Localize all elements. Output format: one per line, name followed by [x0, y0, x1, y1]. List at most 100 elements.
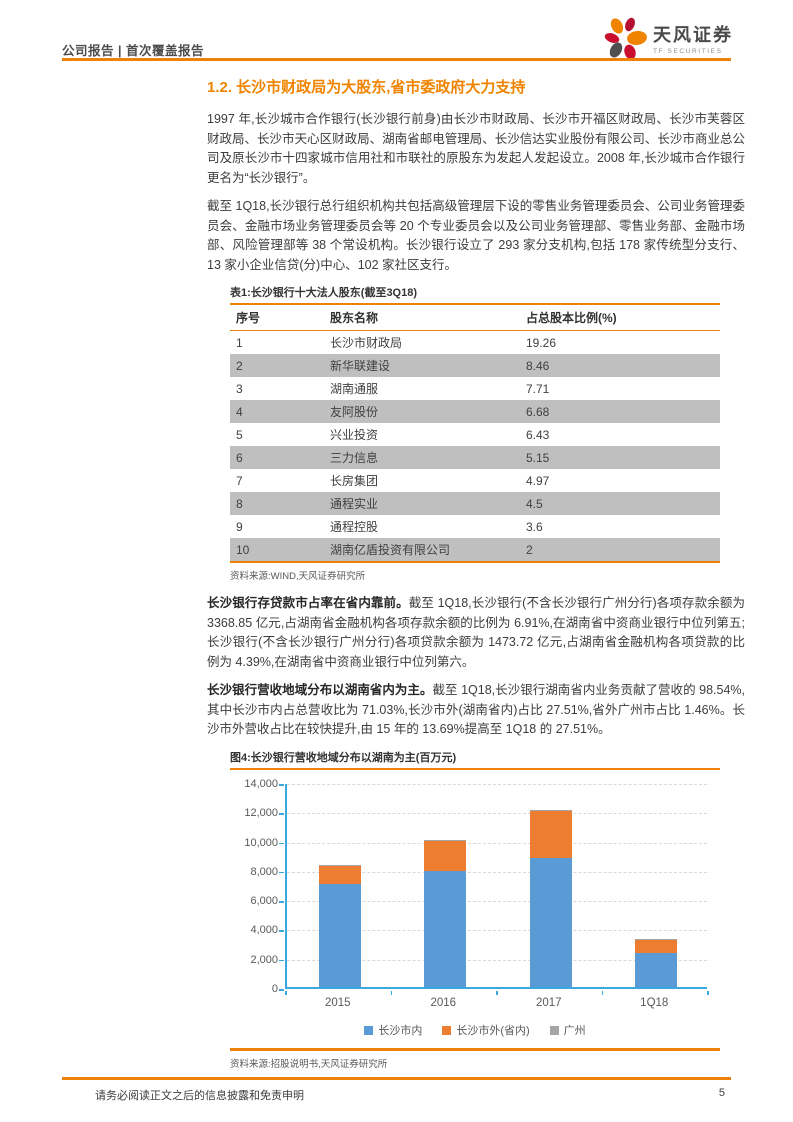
cell-ratio: 4.5 — [526, 496, 543, 511]
col-header-index: 序号 — [230, 304, 324, 331]
y-axis-tick — [279, 901, 284, 903]
y-axis-tick — [279, 842, 284, 845]
cell-ratio: 3.6 — [526, 519, 543, 534]
cell-index: 3 — [236, 381, 243, 396]
cell-index: 10 — [236, 542, 250, 557]
table-row: 10 湖南亿盾投资有限公司 2 — [230, 538, 720, 562]
chart-legend: 长沙市内 长沙市外(省内) 广州 — [230, 1022, 720, 1038]
table-row: 8 通程实业 4.5 — [230, 492, 720, 515]
cell-shareholder: 兴业投资 — [330, 428, 379, 442]
cell-shareholder: 湖南亿盾投资有限公司 — [330, 543, 451, 557]
cell-ratio: 8.46 — [526, 358, 550, 373]
cell-ratio: 6.68 — [526, 404, 550, 419]
legend-label: 广州 — [563, 1025, 586, 1037]
legend-label: 长沙市外(省内) — [456, 1025, 530, 1037]
paragraph-organization: 截至 1Q18,长沙银行总行组织机构共包括高级管理层下设的零售业务管理委员会、公… — [207, 199, 745, 272]
cell-index: 2 — [236, 358, 243, 373]
cell-index: 9 — [236, 519, 243, 534]
table-header-row: 序号 股东名称 占总股本比例(%) — [230, 304, 720, 331]
content-column: 1.2. 长沙市财政局为大股东,省市委政府大力支持 1997 年,长沙城市合作银… — [207, 76, 745, 1070]
revenue-chart-block: 图4:长沙银行营收地域分布以湖南为主(百万元) 0 2,000 4,000 6,000… — [230, 749, 720, 1070]
cell-shareholder: 长沙市财政局 — [330, 336, 403, 350]
shareholders-table: 序号 股东名称 占总股本比例(%) 1 长沙市财政局 19.26 2 新华联建设 8.46… — [230, 303, 720, 563]
gridline — [287, 901, 707, 903]
cell-shareholder: 通程控股 — [330, 520, 379, 534]
legend-label: 长沙市内 — [378, 1025, 423, 1037]
cell-shareholder: 友阿股份 — [330, 405, 379, 419]
legend-swatch-icon — [364, 1025, 374, 1035]
footer-divider — [62, 1077, 731, 1080]
y-axis-tick-label: 4,000 — [250, 924, 278, 937]
cell-ratio: 5.15 — [526, 450, 550, 465]
cell-shareholder: 长房集团 — [330, 474, 379, 488]
legend-swatch-icon — [549, 1025, 559, 1035]
bar-segment — [635, 952, 678, 987]
bar-segment — [318, 884, 361, 987]
chart-bottom-divider — [230, 1048, 720, 1051]
bar-segment — [318, 866, 361, 885]
col-header-ratio: 占总股本比例(%) — [520, 304, 720, 331]
y-axis-tick — [279, 930, 284, 932]
x-axis-tick — [496, 991, 498, 995]
cell-shareholder: 通程实业 — [330, 497, 379, 511]
x-axis-tick-label: 2015 — [324, 997, 351, 1009]
table-row: 1 长沙市财政局 19.26 — [230, 331, 720, 355]
y-axis-tick — [279, 784, 284, 786]
disclaimer-text: 请务必阅读正文之后的信息披露和免责申明 — [95, 1090, 304, 1102]
cell-index: 6 — [236, 450, 243, 465]
cell-shareholder: 湖南通服 — [330, 382, 379, 396]
y-axis-tick-label: 10,000 — [244, 836, 278, 849]
cell-index: 7 — [236, 473, 243, 488]
bar-segment — [424, 871, 467, 987]
brand-subtitle: TF SECURITIES — [653, 48, 723, 55]
cell-index: 1 — [236, 335, 243, 350]
y-axis-tick — [279, 871, 284, 874]
paragraph-rest: 截至 1Q18,长沙银行(不含长沙银行广州分行)各项存款余额为 3368.85 … — [207, 596, 745, 669]
cell-ratio: 2 — [526, 542, 533, 557]
cell-ratio: 6.43 — [526, 427, 550, 442]
x-axis-tick-label: 2016 — [430, 997, 457, 1009]
bar-segment — [529, 857, 572, 987]
cell-index: 8 — [236, 496, 243, 511]
shareholders-table-block: 表1:长沙银行十大法人股东(截至3Q18) 序号 股东名称 占总股本比例(%) … — [230, 284, 720, 582]
paragraph-lead-bold: 长沙银行存贷款市占率在省内靠前。 — [207, 596, 409, 610]
cell-index: 5 — [236, 427, 243, 442]
chart-title: 图4:长沙银行营收地域分布以湖南为主(百万元) — [230, 751, 457, 764]
gridline — [287, 813, 707, 815]
bar-segment — [635, 939, 678, 953]
gridline — [287, 784, 707, 785]
table-row: 5 兴业投资 6.43 — [230, 423, 720, 446]
y-axis-tick-label: 6,000 — [250, 895, 278, 908]
gridline — [287, 871, 707, 873]
table-row: 6 三力信息 5.15 — [230, 446, 720, 469]
x-axis-tick-label: 1Q18 — [640, 997, 669, 1009]
x-axis-tick — [601, 991, 603, 995]
table-row: 3 湖南通服 7.71 — [230, 377, 720, 400]
chart-plot — [285, 784, 707, 989]
x-axis-tick — [285, 991, 287, 995]
header-divider — [62, 58, 731, 61]
logo-text: 天风证券 TF SECURITIES — [653, 21, 733, 55]
y-axis-tick-label: 2,000 — [250, 953, 278, 966]
y-axis-tick-label: 8,000 — [250, 865, 278, 878]
table-row: 7 长房集团 4.97 — [230, 469, 720, 492]
report-type-label: 公司报告 | 首次覆盖报告 — [62, 44, 204, 58]
table-title: 表1:长沙银行十大法人股东(截至3Q18) — [230, 287, 418, 299]
bar-segment — [529, 811, 572, 858]
y-axis-tick — [279, 959, 284, 962]
tf-securities-logo: 天风证券 TF SECURITIES — [603, 16, 733, 60]
page-number: 5 — [718, 1087, 725, 1099]
bar-segment — [635, 939, 678, 940]
gridline — [287, 930, 707, 932]
cell-index: 4 — [236, 404, 243, 419]
paragraph-market-share: 长沙银行存贷款市占率在省内靠前。截至 1Q18,长沙银行(不含长沙银行广州分行)… — [207, 594, 745, 672]
table-row: 4 友阿股份 6.68 — [230, 400, 720, 423]
chart-source: 资料来源:招股说明书,天风证券研究所 — [230, 1058, 388, 1070]
bar-segment — [424, 840, 467, 842]
gridline — [287, 959, 707, 961]
table-body: 1 长沙市财政局 19.26 2 新华联建设 8.46 3 湖南通服 7.71 4 友阿股份 6.68… — [230, 331, 720, 562]
brand-name: 天风证券 — [653, 25, 733, 45]
y-axis-tick — [279, 989, 284, 991]
bar-segment — [424, 841, 467, 872]
legend-item: 长沙市内 — [364, 1022, 422, 1038]
